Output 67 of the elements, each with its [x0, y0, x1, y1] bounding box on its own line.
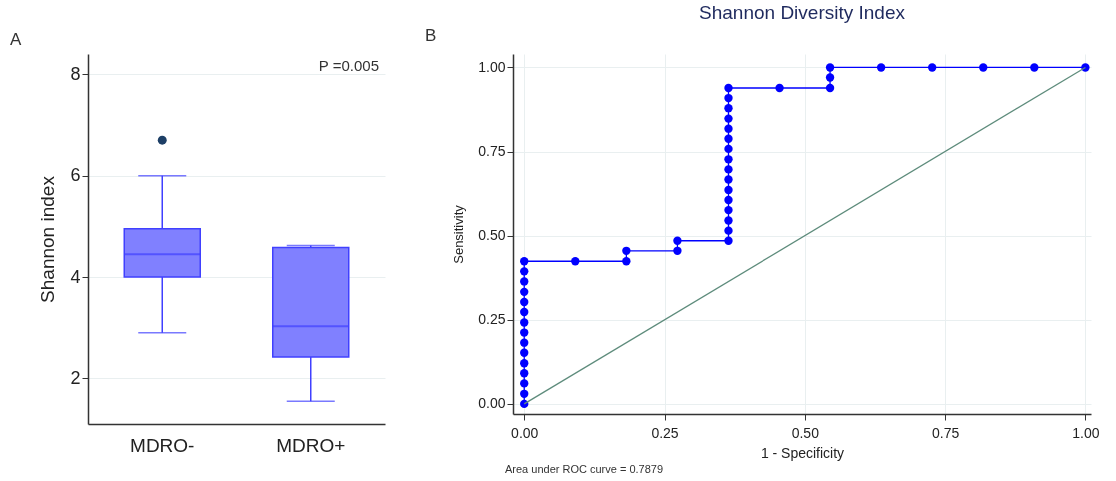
point — [622, 246, 631, 255]
point — [928, 63, 937, 72]
point — [724, 205, 733, 215]
y-tick-label: 0.25 — [478, 311, 506, 328]
x-tick-label: 1.00 — [1072, 424, 1100, 441]
point — [520, 297, 529, 307]
y-tick-label: 0.00 — [478, 395, 506, 412]
point — [520, 389, 529, 398]
point — [825, 83, 835, 93]
point — [724, 165, 733, 174]
chart-title: Shannon Diversity Index — [699, 2, 906, 23]
point — [622, 257, 631, 266]
point — [1030, 63, 1039, 72]
y-tick-label: 6 — [70, 165, 81, 186]
x-tick-label: MDRO+ — [276, 434, 346, 456]
point — [724, 114, 733, 123]
point — [520, 359, 529, 368]
point — [724, 134, 733, 143]
x-tick-label: 0.75 — [931, 424, 960, 441]
y-axis-title: Sensitivity — [451, 204, 467, 264]
point — [825, 73, 835, 82]
point — [724, 226, 733, 235]
x-tick-label: 0.25 — [651, 424, 679, 441]
point — [520, 338, 529, 347]
point — [724, 216, 733, 225]
point — [673, 236, 682, 245]
point — [724, 185, 733, 195]
y-tick-label: 2 — [70, 367, 81, 388]
point — [571, 257, 580, 266]
x-tick-label: 0.50 — [791, 424, 820, 441]
point — [520, 307, 529, 317]
point — [876, 63, 886, 72]
text: B — [425, 26, 437, 45]
point — [520, 328, 529, 337]
point — [520, 379, 529, 388]
point — [520, 287, 529, 297]
point — [520, 267, 529, 276]
point — [979, 63, 988, 72]
point — [775, 83, 784, 93]
point — [520, 318, 529, 327]
point — [724, 93, 733, 103]
point — [520, 277, 529, 286]
point — [724, 175, 733, 184]
y-tick-label: 8 — [70, 63, 81, 84]
annotation: P =0.005 — [318, 57, 379, 74]
x-tick-label: MDRO- — [130, 434, 195, 456]
point — [825, 63, 835, 72]
text: Area under ROC curve = 0.7879 — [505, 463, 664, 475]
point — [724, 83, 733, 93]
y-tick-label: 4 — [70, 266, 81, 287]
point — [724, 124, 733, 133]
text: A — [10, 30, 22, 49]
point — [520, 257, 529, 266]
point — [520, 369, 529, 378]
x-axis-title: 1 - Specificity — [760, 444, 845, 461]
y-tick-label: 0.75 — [478, 143, 506, 160]
x-tick-label: 0.00 — [511, 424, 539, 441]
point — [520, 348, 529, 357]
point — [673, 246, 682, 255]
y-tick-label: 0.50 — [478, 227, 506, 244]
y-tick-label: 1.00 — [478, 58, 506, 75]
point — [724, 195, 733, 205]
point — [724, 103, 733, 113]
point — [724, 236, 733, 245]
point — [724, 155, 733, 164]
point — [724, 144, 733, 154]
y-axis-title: Shannon index — [37, 175, 59, 303]
